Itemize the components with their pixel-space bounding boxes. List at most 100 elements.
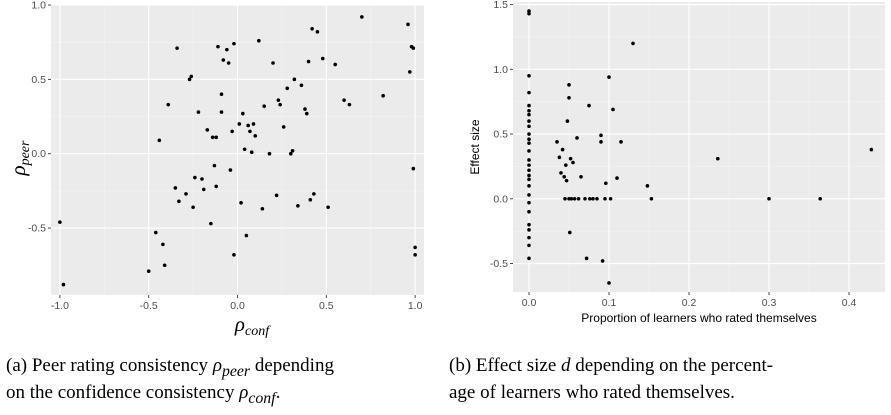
data-point	[251, 122, 256, 126]
data-point	[527, 243, 531, 248]
data-point	[173, 186, 178, 190]
x-tick-label: 1.0	[408, 300, 423, 312]
data-point	[326, 205, 330, 210]
y-axis-title-a: ρpeer	[6, 118, 36, 198]
data-point	[249, 150, 254, 155]
caption-a-text: (a) Peer rating consistency	[6, 355, 213, 376]
data-point	[267, 151, 272, 156]
data-point	[607, 281, 611, 285]
data-point	[285, 86, 290, 91]
data-point	[308, 198, 313, 202]
data-point	[296, 203, 300, 208]
data-point	[244, 233, 249, 238]
caption-b-d: d	[561, 355, 571, 376]
data-point	[527, 9, 531, 13]
y-axis-title-symbol-a: ρ	[6, 165, 30, 176]
data-point	[527, 168, 531, 173]
data-point	[587, 103, 591, 108]
data-point	[569, 196, 574, 201]
data-point	[603, 196, 607, 201]
data-point	[177, 199, 181, 204]
y-tick-label: 1.0	[493, 64, 508, 76]
data-point	[572, 196, 577, 201]
data-point	[212, 163, 217, 168]
data-point	[565, 119, 570, 123]
data-point	[315, 29, 320, 34]
data-point	[527, 184, 531, 188]
caption-a-text-after: depending	[250, 355, 334, 376]
caption-a-line1: (a) Peer rating consistency ρpeer depend…	[6, 352, 334, 385]
data-point	[869, 147, 874, 152]
data-point	[584, 256, 589, 261]
data-point	[411, 166, 416, 171]
chart-a: -1.0 -0.5 0.0 0.5 1.0 -0.5 0.0 0.5 1.0	[28, 0, 424, 312]
data-point	[527, 112, 531, 117]
data-point	[228, 168, 233, 172]
data-point	[360, 15, 364, 19]
data-point	[157, 138, 162, 143]
data-point	[527, 90, 531, 95]
data-point	[278, 102, 282, 107]
data-point	[600, 259, 605, 263]
data-point	[184, 192, 188, 196]
data-point	[527, 228, 531, 232]
x-axis-title-sub-a: conf	[244, 324, 270, 340]
data-point	[583, 196, 587, 201]
data-point	[161, 242, 165, 247]
data-point	[555, 140, 559, 144]
data-point	[237, 122, 242, 126]
caption-a-sub-peer: peer	[221, 362, 251, 380]
data-point	[58, 220, 62, 224]
data-point	[216, 44, 220, 49]
data-point	[225, 47, 229, 52]
x-tick-label: 0.5	[319, 300, 334, 312]
data-point	[567, 83, 571, 87]
data-point	[575, 136, 579, 140]
data-point	[527, 149, 531, 153]
chart-b: 0.0 0.1 0.2 0.3 0.4 -0.5 0.0 0.5 1.0 1.5 Proportio…	[468, 0, 885, 325]
data-point	[527, 193, 531, 197]
data-point	[595, 196, 599, 201]
data-point	[310, 26, 314, 31]
data-point	[221, 58, 226, 62]
y-tick-label: -0.5	[28, 223, 46, 235]
data-point	[210, 135, 215, 140]
x-axis-title-symbol-a: ρ	[234, 312, 245, 336]
data-point	[342, 98, 346, 102]
caption-a-sub-conf: conf	[248, 389, 276, 407]
x-tick-label: 0.0	[522, 297, 537, 309]
x-tick-label: -0.5	[140, 300, 158, 312]
y-tick-label: 0.0	[31, 148, 46, 160]
data-point	[239, 200, 243, 205]
data-point	[559, 171, 563, 175]
data-point	[196, 110, 201, 114]
data-point	[568, 156, 573, 161]
data-point	[527, 124, 531, 129]
data-point	[246, 123, 250, 128]
data-point	[611, 107, 615, 112]
data-point	[527, 73, 531, 78]
x-axis-title-b: Proportion of learners who rated themsel…	[581, 311, 816, 325]
data-point	[214, 184, 218, 189]
data-point	[226, 61, 231, 65]
y-axis-title-sub-a: peer	[18, 140, 34, 166]
caption-a-rho-peer: ρ	[212, 355, 222, 376]
data-point	[248, 129, 252, 134]
data-point	[257, 38, 261, 43]
data-point	[260, 206, 265, 211]
data-point	[276, 98, 281, 102]
data-point	[607, 75, 611, 79]
panel-a: -1.0 -0.5 0.0 0.5 1.0 -0.5 0.0 0.5 1.0 ρpeer ρco…	[0, 0, 430, 415]
data-point	[61, 282, 66, 287]
data-point	[200, 177, 204, 181]
data-point	[189, 74, 194, 79]
caption-b-text-after: depending on the percent-	[570, 355, 774, 376]
data-point	[599, 140, 603, 144]
caption-b-line1: (b) Effect size d depending on the perce…	[449, 352, 773, 379]
caption-a-line2: on the confidence consistency ρconf.	[6, 379, 280, 412]
data-point	[253, 134, 258, 138]
data-point	[599, 133, 603, 138]
data-point	[527, 209, 531, 214]
x-tick-label: 0.4	[842, 297, 857, 309]
data-point	[299, 83, 304, 88]
